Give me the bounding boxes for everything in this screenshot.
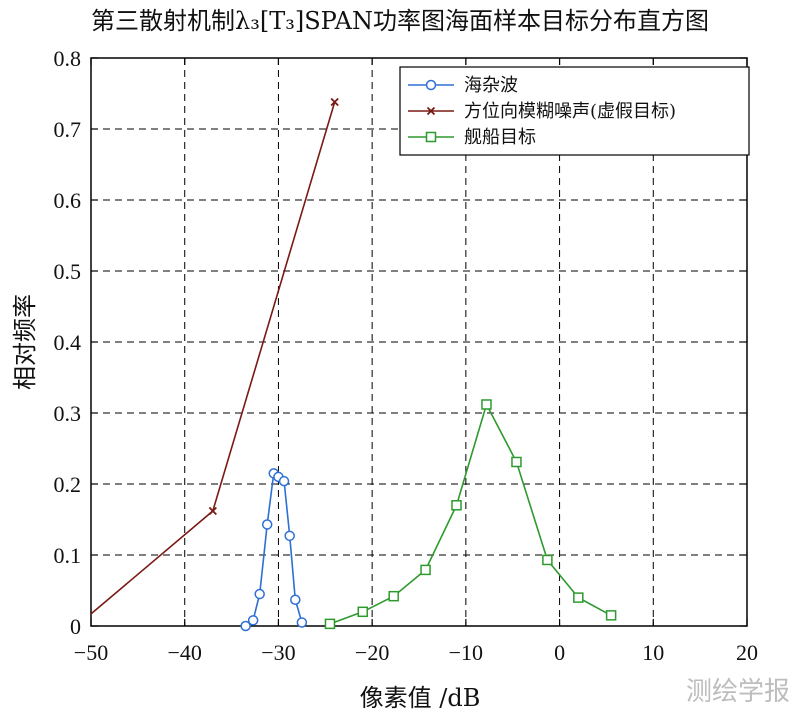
y-tick-label: 0.8	[54, 46, 82, 71]
legend-label: 海杂波	[464, 75, 518, 96]
data-point	[324, 618, 336, 630]
data-point	[254, 588, 265, 600]
legend-marker	[425, 131, 437, 143]
x-axis-label: 像素值 /dB	[360, 684, 481, 712]
y-tick-label: 0.6	[54, 188, 82, 213]
x-tick-label: 20	[736, 640, 758, 665]
legend-marker	[426, 106, 436, 116]
x-tick-label: 0	[554, 640, 565, 665]
x-tick-label: 10	[642, 640, 664, 665]
x-tick-label: −20	[355, 640, 389, 665]
series-2	[324, 399, 617, 630]
x-tick-label: −10	[449, 640, 483, 665]
x-tick-label: −50	[74, 640, 108, 665]
y-tick-label: 0	[70, 614, 81, 639]
data-point	[261, 519, 273, 530]
data-point	[511, 456, 522, 468]
x-tick-label: −40	[168, 640, 202, 665]
data-point	[284, 530, 295, 542]
y-tick-label: 0.4	[54, 330, 82, 355]
legend-entry: 海杂波	[408, 75, 518, 96]
data-point	[290, 594, 301, 605]
series-line	[329, 402, 612, 625]
data-point	[330, 97, 339, 107]
y-tick-label: 0.5	[54, 259, 82, 284]
chart-title: 第三散射机制λ₃[T₃]SPAN功率图海面样本目标分布直方图	[91, 7, 709, 35]
legend-entry: 方位向模糊噪声(虚假目标)	[408, 101, 676, 122]
y-tick-label: 0.1	[54, 543, 82, 568]
legend-label: 舰船目标	[464, 127, 536, 148]
series-layer	[90, 97, 617, 632]
data-point	[542, 554, 553, 566]
y-axis-label: 相对频率	[11, 294, 39, 390]
data-point	[296, 617, 308, 628]
data-point	[573, 592, 584, 603]
data-point	[240, 620, 251, 632]
data-point	[420, 564, 431, 576]
data-point	[247, 615, 259, 626]
legend-entry: 舰船目标	[408, 127, 536, 148]
series-1	[90, 97, 339, 615]
data-point	[357, 606, 369, 618]
data-point	[388, 590, 399, 602]
x-tick-label: −30	[261, 640, 295, 665]
data-point	[481, 399, 492, 410]
data-point	[278, 475, 290, 487]
legend-box	[399, 66, 750, 156]
legend-marker	[425, 79, 437, 91]
axis-ticks: −50 −40 −30 −20 −10 0 10 20 0 0.1 0.2 0.3 0.4 0.5 0.6 0…	[54, 46, 759, 665]
legend-label: 方位向模糊噪声(虚假目标)	[464, 101, 676, 122]
data-point	[451, 500, 462, 511]
y-tick-label: 0.2	[54, 472, 82, 497]
y-tick-label: 0.3	[54, 401, 82, 426]
series-line	[90, 101, 336, 615]
y-tick-label: 0.7	[54, 117, 82, 142]
series-0	[240, 468, 308, 632]
data-point	[605, 610, 617, 621]
data-point	[208, 506, 217, 516]
watermark-text: 测绘学报	[686, 677, 790, 707]
